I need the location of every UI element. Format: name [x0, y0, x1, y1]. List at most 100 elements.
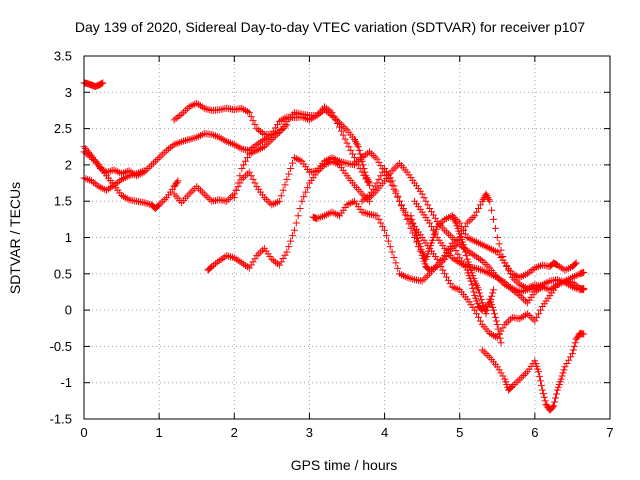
plot-frame [83, 55, 611, 420]
data-point [366, 181, 374, 189]
data-point [159, 150, 167, 158]
data-point [571, 260, 579, 268]
data-point [557, 375, 565, 383]
data-point [480, 259, 488, 267]
data-point [355, 146, 363, 154]
data-point [285, 243, 293, 251]
data-point [516, 375, 524, 383]
data-point [243, 154, 251, 162]
data-point [294, 212, 302, 220]
data-point [279, 186, 287, 194]
data-point [242, 157, 250, 165]
data-point [491, 224, 499, 232]
data-point [490, 286, 498, 294]
data-point [150, 159, 158, 167]
data-point [285, 170, 293, 178]
data-point [471, 212, 479, 220]
data-point [493, 321, 501, 329]
y-tick-label: 3 [65, 85, 72, 100]
data-point [501, 259, 509, 267]
data-point [225, 195, 233, 203]
data-series [80, 79, 588, 414]
data-point [195, 184, 203, 192]
data-point [426, 219, 434, 227]
data-point [501, 321, 509, 329]
data-point [148, 161, 156, 169]
data-point [497, 369, 505, 377]
data-point [444, 276, 452, 284]
data-point [552, 394, 560, 402]
data-point [536, 377, 544, 385]
data-point [420, 194, 428, 202]
data-point [354, 143, 362, 151]
data-point [408, 215, 416, 223]
data-point [375, 215, 383, 223]
data-point [181, 106, 189, 114]
data-point [454, 250, 462, 258]
data-point [379, 168, 387, 176]
data-point [202, 192, 210, 200]
data-point [443, 228, 451, 236]
data-point [478, 197, 486, 205]
data-point [330, 112, 338, 120]
data-point [514, 377, 522, 385]
data-point [518, 373, 526, 381]
data-point [247, 261, 255, 269]
data-point [390, 253, 398, 261]
data-point [251, 121, 259, 129]
data-point [571, 339, 579, 347]
data-point [467, 215, 475, 223]
data-point [351, 154, 359, 162]
series-s2 [80, 106, 374, 187]
data-point [243, 170, 251, 178]
series-s13 [407, 212, 546, 292]
data-point [345, 143, 353, 151]
data-point [549, 403, 557, 411]
data-point [262, 195, 270, 203]
data-point [462, 252, 470, 260]
data-point [409, 275, 417, 283]
data-point [181, 137, 189, 145]
chart-title: Day 139 of 2020, Sidereal Day-to-day VTE… [75, 19, 585, 35]
data-point [463, 219, 471, 227]
data-point [418, 190, 426, 198]
series-s3 [80, 148, 182, 212]
data-point [477, 296, 485, 304]
data-point [343, 139, 351, 147]
x-axis-label: GPS time / hours [291, 457, 398, 473]
data-point [499, 324, 507, 332]
data-point [476, 201, 484, 209]
data-point [482, 310, 490, 318]
data-point [465, 217, 473, 225]
data-point [538, 283, 546, 291]
data-point [568, 350, 576, 358]
data-point [279, 255, 287, 263]
data-point [364, 210, 372, 218]
data-point [475, 313, 482, 321]
data-point [533, 313, 541, 321]
data-point [503, 319, 511, 327]
data-point [525, 312, 533, 320]
data-point [140, 199, 148, 207]
data-point [352, 157, 360, 165]
data-point [521, 297, 529, 305]
x-tick-label: 7 [606, 425, 613, 440]
data-point [401, 211, 409, 219]
data-point [155, 154, 163, 162]
data-point [189, 101, 197, 109]
data-point [228, 192, 236, 200]
data-point [531, 317, 539, 325]
data-point [347, 199, 355, 207]
data-point [495, 240, 503, 248]
data-point [296, 204, 304, 212]
data-point [335, 123, 343, 131]
data-point [490, 215, 498, 223]
data-point [429, 264, 437, 272]
x-tick-label: 0 [80, 425, 87, 440]
y-tick-label: 2.5 [54, 121, 72, 136]
data-point [558, 372, 566, 380]
data-point [490, 310, 498, 318]
data-point [485, 195, 493, 203]
data-point [334, 120, 342, 128]
